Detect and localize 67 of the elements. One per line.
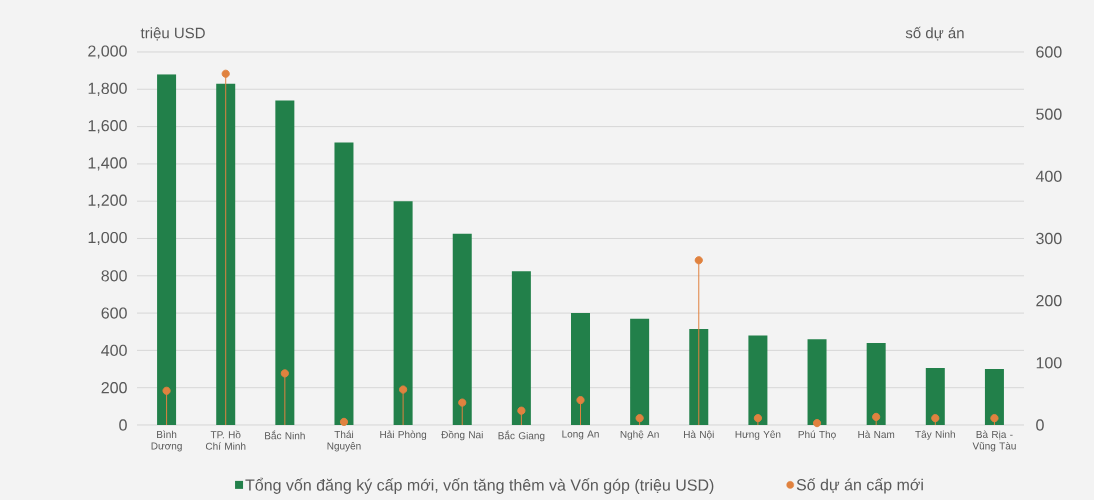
y2-tick-label: 300 <box>1036 232 1062 245</box>
y-axis-title: triệu USD <box>140 27 205 41</box>
bar <box>925 368 945 425</box>
x-tick-label: Nghệ An <box>620 430 659 440</box>
y-tick-label: 200 <box>101 382 127 394</box>
y2-axis-title: số dự án <box>905 26 964 41</box>
point <box>872 412 881 421</box>
bar <box>748 335 768 425</box>
legend-label: Tổng vốn đăng ký cấp mới, vốn tăng thêm và Vốn góp (triệu USD) <box>245 477 714 494</box>
y2-tick-label: 100 <box>1036 357 1062 369</box>
bar <box>157 74 177 425</box>
y2-tick-label: 500 <box>1036 108 1062 120</box>
y-tick-label: 1,800 <box>88 82 127 96</box>
y-tick-label: 1,400 <box>88 157 127 171</box>
point <box>339 417 349 426</box>
y2-tick-label: 200 <box>1036 295 1062 307</box>
point <box>576 396 585 405</box>
x-tick-label: Hải Phòng <box>380 430 427 441</box>
y-tick-label: 1,000 <box>88 231 127 246</box>
bar <box>452 233 472 425</box>
y-tick-label: 2,000 <box>88 45 127 59</box>
point <box>517 406 526 415</box>
point <box>694 256 703 265</box>
bar <box>807 339 827 425</box>
y-tick-label: 600 <box>101 307 127 319</box>
y2-tick-label: 0 <box>1036 419 1044 431</box>
x-tick-label: Tây Ninh <box>915 430 955 440</box>
y2-tick-label: 400 <box>1035 170 1062 182</box>
x-tick-label: Bắc Giang <box>498 430 545 442</box>
point <box>931 414 940 423</box>
x-tick-label: Bắc Ninh <box>265 430 305 440</box>
bar <box>984 369 1004 425</box>
bar <box>216 83 236 425</box>
x-tick-label: Bà Rịa - Vũng Tàu <box>972 430 1016 452</box>
bar <box>866 342 886 425</box>
x-tick-label: Thái Nguyên <box>327 430 361 452</box>
point <box>990 414 999 423</box>
point <box>162 386 171 395</box>
bar <box>571 313 591 425</box>
x-tick-label: Phú Thọ <box>798 430 836 440</box>
point <box>399 385 408 394</box>
x-tick-label: Bình Dương <box>151 430 182 452</box>
y-tick-label: 800 <box>101 270 127 282</box>
x-tick-label: TP. Hồ Chí Minh <box>205 430 246 450</box>
point <box>753 414 762 423</box>
legend-label: Số dự án cấp mới <box>796 477 923 494</box>
y-tick-label: 400 <box>101 344 127 357</box>
bar <box>393 201 413 425</box>
bar <box>334 142 354 425</box>
x-tick-label: Hà Nội <box>684 430 714 440</box>
point <box>221 69 230 78</box>
x-tick-label: Hưng Yên <box>735 430 781 440</box>
bar <box>630 318 650 425</box>
point <box>812 419 822 428</box>
bar <box>689 328 709 425</box>
y-tick-label: 0 <box>119 419 127 431</box>
x-tick-label: Hà Nam <box>858 430 895 438</box>
x-tick-label: Long An <box>562 430 599 440</box>
point <box>635 414 644 423</box>
x-tick-label: Đồng Nai <box>441 430 483 441</box>
point <box>280 369 289 378</box>
y-tick-label: 1,200 <box>88 194 127 208</box>
y2-tick-label: 600 <box>1036 46 1062 58</box>
bar <box>275 100 295 425</box>
point <box>458 398 467 407</box>
bar <box>511 271 531 425</box>
y-tick-label: 1,600 <box>88 119 127 134</box>
